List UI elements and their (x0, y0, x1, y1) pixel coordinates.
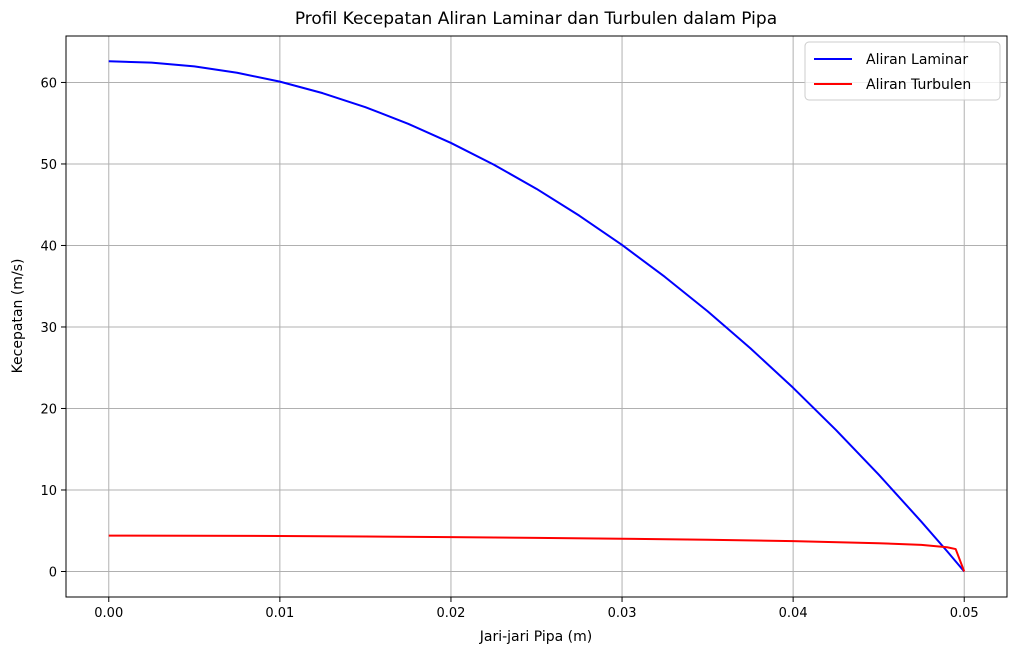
y-tick-label: 10 (40, 484, 57, 499)
x-axis-label: Jari-jari Pipa (m) (479, 629, 592, 645)
y-axis: 0 10 20 30 40 50 60 (40, 76, 66, 580)
series-line-turbulen (108, 534, 966, 572)
x-tick-label: 0.02 (436, 606, 465, 621)
legend-box (804, 41, 1001, 101)
y-tick-label: 20 (40, 402, 57, 417)
x-tick-label: 0.05 (950, 606, 979, 621)
x-tick-label: 0.03 (608, 606, 637, 621)
grid (66, 36, 1007, 597)
y-tick-label: 50 (40, 158, 57, 173)
chart-title: Profil Kecepatan Aliran Laminar dan Turb… (295, 9, 777, 29)
plot-frame (65, 35, 1008, 598)
legend: Aliran Laminar Aliran Turbulen (804, 41, 1001, 101)
y-tick-label: 40 (40, 239, 57, 254)
x-tick-label: 0.00 (94, 606, 123, 621)
x-tick-label: 0.01 (265, 606, 294, 621)
series-line-laminar (108, 60, 965, 573)
y-axis-label: Kecepatan (m/s) (10, 259, 26, 374)
y-tick-label: 0 (49, 565, 57, 580)
y-tick-label: 30 (40, 321, 57, 336)
x-tick-label: 0.04 (779, 606, 808, 621)
legend-label-turbulen: Aliran Turbulen (866, 77, 971, 93)
y-tick-label: 60 (40, 76, 57, 91)
legend-label-laminar: Aliran Laminar (866, 52, 968, 68)
x-axis: 0.00 0.01 0.02 0.03 0.04 0.05 (94, 597, 979, 621)
series-layer (108, 60, 966, 573)
